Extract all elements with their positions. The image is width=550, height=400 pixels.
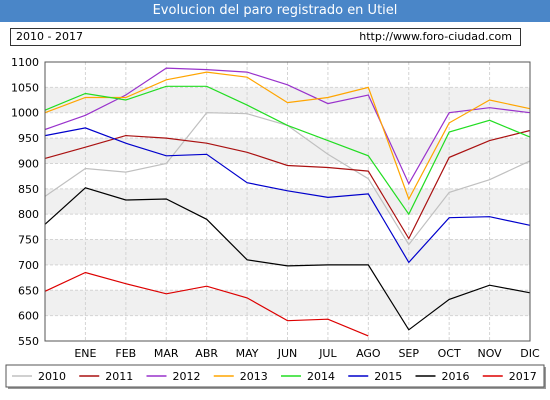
chart-title: Evolucion del paro registrado en Utiel <box>0 0 550 22</box>
legend-label-2016: 2016 <box>442 370 470 383</box>
y-tick-label: 750 <box>18 234 39 247</box>
legend-label-2014: 2014 <box>307 370 335 383</box>
grid-lines <box>45 61 531 342</box>
axes: 550 600 650 700 750 800 850 900 950 1000 1050 1100 E… <box>11 56 540 360</box>
period-label: 2010 - 2017 <box>16 30 83 43</box>
y-tick-label: 900 <box>18 157 39 170</box>
x-tick-label: SEP <box>398 347 419 360</box>
y-tick-label: 1000 <box>11 107 39 120</box>
x-tick-label: MAR <box>154 347 179 360</box>
y-tick-label: 950 <box>18 132 39 145</box>
source-url: http://www.foro-ciudad.com <box>359 30 512 43</box>
series-line-2014 <box>44 85 531 216</box>
series-layer <box>44 67 531 337</box>
legend-label-2010: 2010 <box>38 370 66 383</box>
x-tick-label: DIC <box>520 347 540 360</box>
x-tick-label: FEB <box>115 347 136 360</box>
x-tick-label: ENE <box>74 347 96 360</box>
y-tick-label: 700 <box>18 259 39 272</box>
series-line-2013 <box>44 71 531 201</box>
x-tick-label: JUN <box>277 347 298 360</box>
y-tick-label: 800 <box>18 208 39 221</box>
y-tick-label: 600 <box>18 310 39 323</box>
x-tick-label: MAY <box>236 347 259 360</box>
series-line-2016 <box>44 187 531 331</box>
x-tick-label: AGO <box>356 347 381 360</box>
y-tick-label: 550 <box>18 335 39 348</box>
legend-label-2015: 2015 <box>374 370 402 383</box>
y-tick-label: 1050 <box>11 81 39 94</box>
legend-label-2012: 2012 <box>173 370 201 383</box>
series-line-2015 <box>44 127 531 264</box>
x-tick-label: OCT <box>438 347 461 360</box>
info-box: 2010 - 2017 http://www.foro-ciudad.com <box>10 28 521 46</box>
x-tick-label: NOV <box>477 347 502 360</box>
y-tick-label: 650 <box>18 284 39 297</box>
legend-box <box>5 364 545 388</box>
y-tick-label: 850 <box>18 183 39 196</box>
series-line-2011 <box>44 129 531 240</box>
y-tick-label: 1100 <box>11 56 39 69</box>
legend: 2010 2011 2012 2013 2014 2015 2016 2017 <box>5 364 546 389</box>
x-tick-label: JUL <box>318 347 337 360</box>
series-line-2017 <box>44 271 369 337</box>
legend-label-2011: 2011 <box>105 370 133 383</box>
legend-label-2017: 2017 <box>509 370 537 383</box>
x-tick-label: ABR <box>195 347 218 360</box>
plot-frame <box>44 61 531 342</box>
series-line-2012 <box>44 67 531 186</box>
legend-label-2013: 2013 <box>240 370 268 383</box>
